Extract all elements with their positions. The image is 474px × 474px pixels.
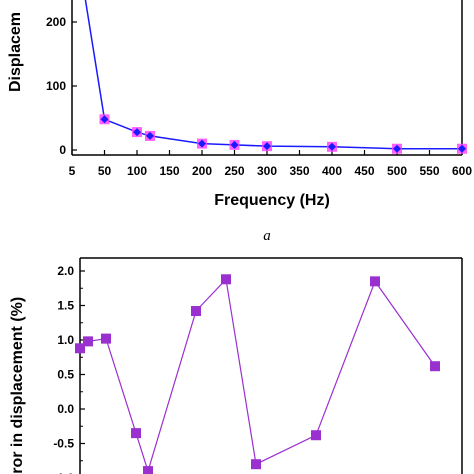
chart2-data-point (75, 343, 85, 354)
chart1-x-tick-label: 250 (224, 164, 244, 178)
chart2-data-point (131, 428, 141, 439)
chart1-data-point-core (198, 139, 206, 148)
chart1-x-tick-label: 500 (387, 164, 407, 178)
chart2-data-point (430, 361, 440, 372)
chart2-y-tick-label: -0.5 (53, 437, 74, 451)
chart1-x-tick-label: 400 (322, 164, 342, 178)
chart1-series-line (84, 0, 462, 150)
chart2-y-axis-title: rror in displacement (%) (9, 297, 26, 474)
chart2-y-tick-label: 1.0 (57, 333, 74, 347)
chart1-x-tick-label: 350 (289, 164, 309, 178)
chart1-x-axis-title: Frequency (Hz) (214, 192, 330, 209)
chart1-y-tick-label: 0 (59, 143, 66, 157)
chart1-y-tick-label: 200 (46, 15, 66, 29)
chart2-data-point (221, 274, 231, 285)
chart-frequency-displacement: 5 50 100 150 200 250 300 350 400 450 500 550 6000100… (46, 0, 472, 178)
chart1-data-point-core (393, 144, 401, 153)
chart1-data-point-core (328, 142, 336, 151)
chart1-data-point-core (100, 115, 109, 124)
chart2-data-point (191, 306, 201, 317)
chart2-y-tick-label: 1.5 (57, 299, 74, 313)
chart1-y-tick-label: 100 (46, 79, 66, 93)
chart2-y-tick-label: -1.0 (53, 471, 74, 474)
chart1-data-point-core (230, 140, 239, 149)
chart1-x-tick-label: 300 (257, 164, 277, 178)
chart1-x-tick-label: 200 (192, 164, 212, 178)
panel-label-a: a (263, 228, 271, 244)
chart1-data-point-core (133, 128, 141, 137)
chart1-x-tick-label: 50 (98, 164, 112, 178)
chart2-y-tick-label: 0.5 (57, 368, 74, 382)
chart-error-in-displacement: 2.0 1.5 1.0 0.5 0.0 -0.5 -1.0 (53, 257, 463, 474)
chart1-x-tick-label: 100 (127, 164, 147, 178)
chart1-data-point-core (263, 142, 271, 151)
chart2-data-point (370, 276, 380, 287)
chart1-x-tick-label: 600 (452, 164, 472, 178)
chart2-data-point (143, 466, 153, 474)
chart1-x-tick-label: 550 (419, 164, 439, 178)
chart2-data-point (101, 333, 111, 344)
chart2-data-point (311, 430, 321, 441)
chart1-x-tick-label: 450 (354, 164, 374, 178)
chart1-x-tick-label: 150 (159, 164, 179, 178)
chart2-y-tick-label: 0.0 (57, 402, 74, 416)
chart1-data-point-core (458, 144, 466, 153)
chart1-x-tick-label: 5 (69, 164, 76, 178)
chart1-y-axis-title: Displacem (7, 12, 24, 92)
chart2-series-line (79, 277, 436, 474)
chart1-data-point-core (146, 131, 154, 140)
chart2-data-point (251, 459, 261, 470)
chart2-y-tick-label: 2.0 (57, 264, 74, 278)
chart2-data-point (83, 336, 93, 347)
